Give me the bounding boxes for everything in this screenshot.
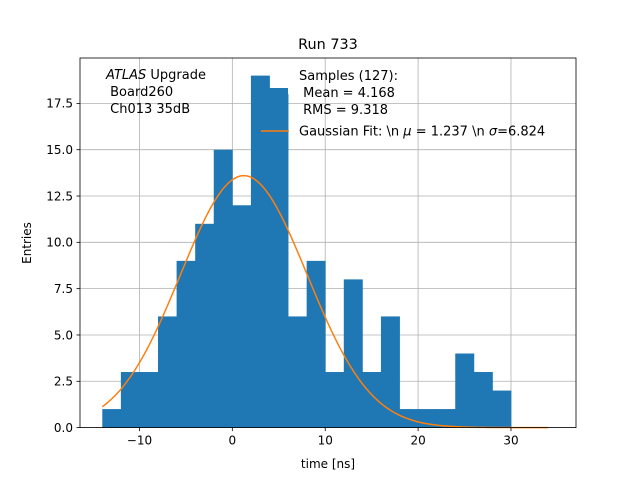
y-tick-label: 12.5 xyxy=(46,189,73,203)
annotation-text: Upgrade xyxy=(146,68,206,83)
plot-frame xyxy=(79,57,577,429)
annotation-line: Ch013 35dB xyxy=(106,102,190,117)
x-tick-label: 10 xyxy=(318,434,333,448)
y-tick-label: 2.5 xyxy=(54,375,73,389)
histogram-bar xyxy=(380,316,400,428)
histogram-bar xyxy=(120,372,140,428)
y-tick-label: 15.0 xyxy=(46,143,73,157)
x-axis-ticks: −10 0 10 20 30 xyxy=(127,427,519,448)
annotation-line: Board260 xyxy=(106,85,173,100)
x-axis-label: time [ns] xyxy=(301,457,355,471)
sigma-symbol: σ xyxy=(489,125,498,140)
x-tick-label: 30 xyxy=(503,434,518,448)
y-tick-label: 10.0 xyxy=(46,236,73,250)
histogram-bar xyxy=(492,390,512,428)
y-tick-label: 5.0 xyxy=(54,328,73,342)
x-tick-label: 0 xyxy=(229,434,237,448)
histogram-bar xyxy=(176,260,196,428)
annotation-line: ATLAS Upgrade xyxy=(105,68,206,83)
legend-samples-line: Samples (127): xyxy=(299,69,398,84)
histogram-bar xyxy=(325,372,345,428)
y-tick-label: 7.5 xyxy=(54,282,73,296)
histogram-bar xyxy=(362,372,382,428)
histogram-bars xyxy=(102,75,512,428)
chart-title: Run 733 xyxy=(298,37,358,53)
y-axis-label: Entries xyxy=(20,222,34,264)
atlas-label: ATLAS xyxy=(105,68,146,83)
x-tick-label: 20 xyxy=(410,434,425,448)
legend-fit-label: Gaussian Fit: \n μ = 1.237 \n σ=6.824 xyxy=(299,125,545,140)
histogram-bar xyxy=(158,316,177,428)
y-axis-ticks: 0.0 2.5 5.0 7.5 10.0 12.5 15.0 17.5 xyxy=(46,97,80,435)
histogram-bar xyxy=(195,223,215,428)
histogram-bar xyxy=(455,353,475,428)
legend: Samples (127): Mean = 4.168 RMS = 9.318 … xyxy=(261,69,545,140)
histogram-bar xyxy=(436,409,456,428)
legend-fit-prefix: Gaussian Fit: \n xyxy=(299,125,403,140)
legend-fit-suffix: =6.824 xyxy=(497,125,545,140)
legend-samples-line: RMS = 9.318 xyxy=(299,103,388,118)
histogram-bar xyxy=(139,372,159,428)
histogram-bar xyxy=(213,149,233,428)
mu-symbol: μ xyxy=(402,125,411,140)
y-tick-label: 17.5 xyxy=(46,97,73,111)
histogram-bar xyxy=(288,316,308,428)
legend-samples-line: Mean = 4.168 xyxy=(299,86,395,101)
legend-fit-mid: = 1.237 \n xyxy=(412,125,489,140)
histogram-bar xyxy=(102,409,122,428)
histogram-bar xyxy=(232,205,252,428)
y-tick-label: 0.0 xyxy=(54,421,73,435)
legend-swatch-samples xyxy=(261,88,288,98)
histogram-bar xyxy=(343,279,363,428)
histogram-bar xyxy=(306,260,326,428)
histogram-bar xyxy=(269,94,289,428)
x-tick-label: −10 xyxy=(127,434,152,448)
histogram-bar xyxy=(250,75,270,428)
histogram-bar xyxy=(399,409,419,428)
histogram-bar xyxy=(473,372,493,428)
